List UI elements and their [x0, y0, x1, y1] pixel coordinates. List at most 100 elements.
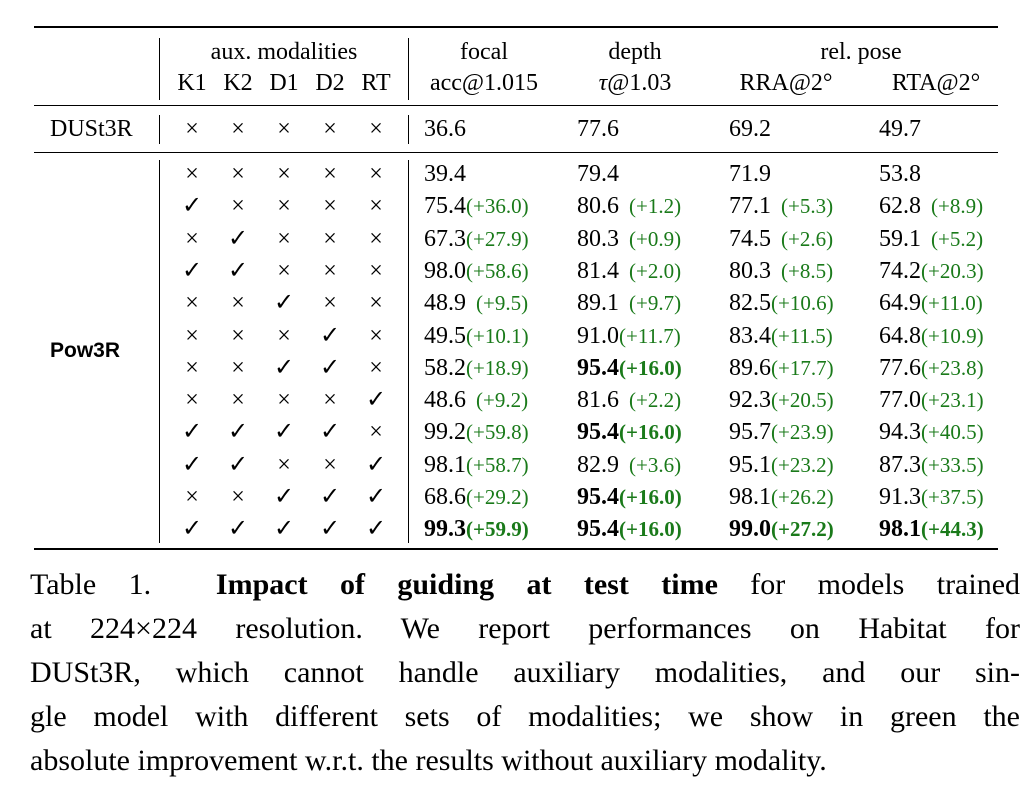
cell-delta: (+27.2)	[771, 517, 834, 541]
cross-mark-2: ×	[277, 387, 291, 413]
metric-cell-3: 77.6(+23.8)	[879, 356, 984, 380]
metric-cell-2: 82.5(+10.6)	[729, 291, 834, 315]
metric-cell-2: 74.5 (+2.6)	[729, 227, 833, 251]
cell-value: 77.6	[577, 116, 619, 142]
cell-delta: (+37.5)	[921, 485, 984, 509]
cell-delta: (+10.6)	[771, 291, 834, 315]
cell-delta: (+9.7)	[629, 291, 682, 315]
top-rule	[34, 26, 998, 28]
metric-cell-3: 59.1 (+5.2)	[879, 227, 983, 251]
cell-value: 92.3	[729, 387, 771, 413]
cell-value: 80.6	[577, 193, 619, 219]
dust3r-cell-2: 69.2	[729, 117, 771, 141]
cell-delta: (+10.1)	[466, 324, 529, 348]
cross-mark-4: ×	[369, 258, 383, 284]
metric-cell-1: 91.0(+11.7)	[577, 324, 681, 348]
cross-mark-0: ×	[185, 226, 199, 252]
cell-value: 80.3	[577, 226, 619, 252]
metric-cell-0: 48.9 (+9.5)	[424, 291, 528, 315]
cell-value: 48.9	[424, 290, 466, 316]
cell-value: 89.1	[577, 290, 619, 316]
cross-mark-0: ×	[185, 355, 199, 381]
caption-line-4: gle model with different sets of modalit…	[30, 700, 1020, 733]
cross-mark-2: ×	[277, 323, 291, 349]
cross-mark-0: ×	[185, 323, 199, 349]
results-table: aux. modalities K1 K2 D1 D2 RT focal acc…	[34, 0, 998, 552]
cross-mark-3: ×	[323, 452, 337, 478]
cell-value: 95.7	[729, 419, 771, 445]
cell-delta: (+59.9)	[466, 517, 529, 541]
cell-delta: (+23.1)	[921, 388, 984, 412]
metric-cell-0: 67.3(+27.9)	[424, 227, 529, 251]
cross-mark-1: ×	[231, 323, 245, 349]
metric-cell-2: 99.0(+27.2)	[729, 517, 834, 541]
metric-cell-0: 99.3(+59.9)	[424, 517, 529, 541]
metric-cell-3: 62.8 (+8.9)	[879, 194, 983, 218]
cell-delta: (+2.6)	[781, 227, 834, 251]
metric-cell-3: 87.3(+33.5)	[879, 453, 984, 477]
cell-delta: (+59.8)	[466, 420, 529, 444]
metric-cell-3: 64.8(+10.9)	[879, 324, 984, 348]
cell-value: 95.4	[577, 484, 619, 510]
dust3r-cell-1: 77.6	[577, 117, 619, 141]
metric-cell-3: 74.2(+20.3)	[879, 259, 984, 283]
check-mark-1: ✓	[227, 419, 249, 445]
metric-cell-0: 58.2(+18.9)	[424, 356, 529, 380]
cross-mark-1: ×	[231, 193, 245, 219]
cross-mark-4: ×	[369, 355, 383, 381]
cell-value: 62.8	[879, 193, 921, 219]
metric-cell-1: 80.6 (+1.2)	[577, 194, 681, 218]
cell-value: 95.1	[729, 452, 771, 478]
check-mark-0: ✓	[181, 516, 203, 542]
cell-delta: (+0.9)	[629, 227, 682, 251]
cell-delta: (+23.2)	[771, 453, 834, 477]
cell-value: 95.4	[577, 419, 619, 445]
mid-rule	[34, 152, 998, 153]
table-caption: Table 1. Impact of guiding at test time …	[30, 563, 1020, 783]
cell-value: 74.5	[729, 226, 771, 252]
cell-value: 77.1	[729, 193, 771, 219]
cell-value: 58.2	[424, 355, 466, 381]
cell-value: 87.3	[879, 452, 921, 478]
metric-cell-0: 98.0(+58.6)	[424, 259, 529, 283]
metric-separator-header	[408, 38, 409, 100]
aux-col-k1: K1	[177, 70, 207, 96]
aux-col-d2: D2	[315, 70, 345, 96]
metric-cell-3: 91.3(+37.5)	[879, 485, 984, 509]
tau-symbol: τ	[598, 70, 608, 96]
rel-pose-header: rel. pose	[820, 39, 902, 65]
dust3r-label: DUSt3R	[50, 116, 133, 142]
cell-value: 89.6	[729, 355, 771, 381]
check-mark-2: ✓	[273, 290, 295, 316]
metric-cell-2: 83.4(+11.5)	[729, 324, 833, 348]
check-mark-1: ✓	[227, 516, 249, 542]
cell-delta: (+26.2)	[771, 485, 834, 509]
cross-mark-1: ×	[231, 387, 245, 413]
cross-mark-1: ×	[231, 355, 245, 381]
cell-delta: (+3.6)	[629, 453, 682, 477]
check-mark-1: ✓	[227, 258, 249, 284]
metric-cell-2: 95.7(+23.9)	[729, 420, 834, 444]
check-mark-2: ✓	[273, 516, 295, 542]
cell-value: 64.9	[879, 290, 921, 316]
cell-delta: (+16.0)	[619, 485, 682, 509]
metric-cell-1: 81.6 (+2.2)	[577, 388, 681, 412]
cross-mark-4: ×	[369, 226, 383, 252]
cell-value: 67.3	[424, 226, 466, 252]
dust3r-cell-0: 36.6	[424, 117, 466, 141]
check-mark-4: ✓	[365, 452, 387, 478]
metric-cell-2: 92.3(+20.5)	[729, 388, 834, 412]
cell-value: 64.8	[879, 323, 921, 349]
label-separator-pow3r	[159, 160, 160, 543]
metric-cell-2: 89.6(+17.7)	[729, 356, 834, 380]
check-mark-2: ✓	[273, 484, 295, 510]
focal-metric-header: acc@1.015	[429, 70, 539, 96]
metric-separator-dust3r	[408, 115, 409, 144]
check-mark-0: ✓	[181, 419, 203, 445]
cross-mark-4: ×	[369, 193, 383, 219]
pow3r-label: Pow3R	[50, 339, 121, 362]
cell-value: 53.8	[879, 161, 921, 187]
cross-mark-1: ×	[231, 484, 245, 510]
dust3r-mark-4: ×	[369, 116, 383, 142]
cross-mark-0: ×	[185, 161, 199, 187]
